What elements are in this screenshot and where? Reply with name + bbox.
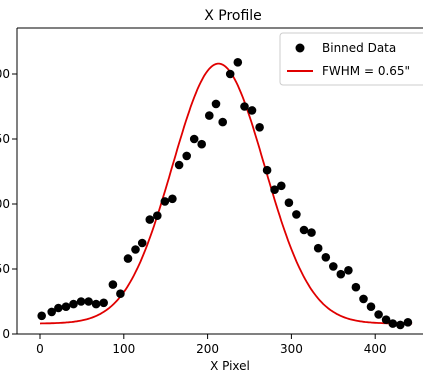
data-point <box>205 111 214 120</box>
data-point <box>359 294 368 304</box>
data-point <box>76 297 86 306</box>
legend-label-binned-data: Binned Data <box>322 41 396 55</box>
data-point <box>108 280 118 289</box>
x-tick-label: 300 <box>280 342 303 356</box>
data-point <box>116 289 125 299</box>
data-points-layer <box>37 58 413 330</box>
data-point <box>123 254 133 263</box>
legend-label-fwhm: FWHM = 0.65" <box>322 64 410 78</box>
data-point <box>247 106 257 115</box>
x-tick-label: 200 <box>196 342 219 356</box>
x-tick-label: 400 <box>364 342 387 356</box>
data-point <box>61 302 71 312</box>
data-point <box>160 197 170 206</box>
data-point <box>277 181 286 191</box>
data-point <box>270 185 279 194</box>
data-point <box>336 269 346 279</box>
y-tick-label: 00 <box>0 197 10 211</box>
data-point <box>182 151 191 161</box>
fit-curve-layer <box>39 62 413 325</box>
data-point <box>174 160 184 170</box>
chart-title: X Profile <box>204 8 262 24</box>
data-point <box>211 99 221 109</box>
data-point <box>313 243 323 253</box>
data-point <box>168 194 177 204</box>
data-point <box>344 266 353 275</box>
x-ticks: 0 100 200 300 400 <box>36 334 387 356</box>
data-point <box>240 102 249 111</box>
data-point <box>91 299 101 309</box>
y-tick-label: 50 <box>0 132 10 146</box>
x-axis-label: X Pixel <box>210 359 250 373</box>
data-point <box>396 320 405 330</box>
data-point <box>189 134 199 144</box>
data-point <box>388 319 398 328</box>
data-point <box>255 123 264 132</box>
data-point <box>284 198 294 207</box>
data-point <box>233 58 243 67</box>
fit-curve <box>39 62 413 325</box>
data-point <box>54 303 63 313</box>
data-point <box>218 117 227 127</box>
data-point <box>37 311 46 321</box>
data-point <box>381 315 391 325</box>
data-point <box>69 299 78 309</box>
legend: Binned Data FWHM = 0.65" <box>279 32 423 86</box>
data-point <box>197 139 206 149</box>
y-tick-label: 00 <box>0 67 10 81</box>
data-point <box>307 228 316 237</box>
data-point <box>351 282 361 292</box>
data-point <box>153 211 162 220</box>
data-point <box>329 262 338 271</box>
legend-marker-binned-data <box>295 43 305 53</box>
legend-box <box>279 32 423 86</box>
data-point <box>145 215 155 224</box>
data-point <box>262 165 272 175</box>
data-point <box>321 252 331 262</box>
data-point <box>366 302 376 312</box>
data-point <box>137 238 147 248</box>
data-point <box>47 307 56 317</box>
x-tick-label: 100 <box>112 342 135 356</box>
data-point <box>84 297 93 306</box>
data-point <box>403 318 413 327</box>
y-ticks: 0 50 00 50 00 <box>0 67 17 341</box>
y-tick-label: 0 <box>2 327 10 341</box>
data-point <box>374 310 383 319</box>
data-point <box>292 210 301 219</box>
data-point <box>99 298 108 308</box>
x-tick-label: 0 <box>36 342 44 356</box>
y-tick-label: 50 <box>0 262 10 276</box>
data-point <box>131 245 140 254</box>
data-point <box>225 69 235 79</box>
data-point <box>299 225 309 235</box>
